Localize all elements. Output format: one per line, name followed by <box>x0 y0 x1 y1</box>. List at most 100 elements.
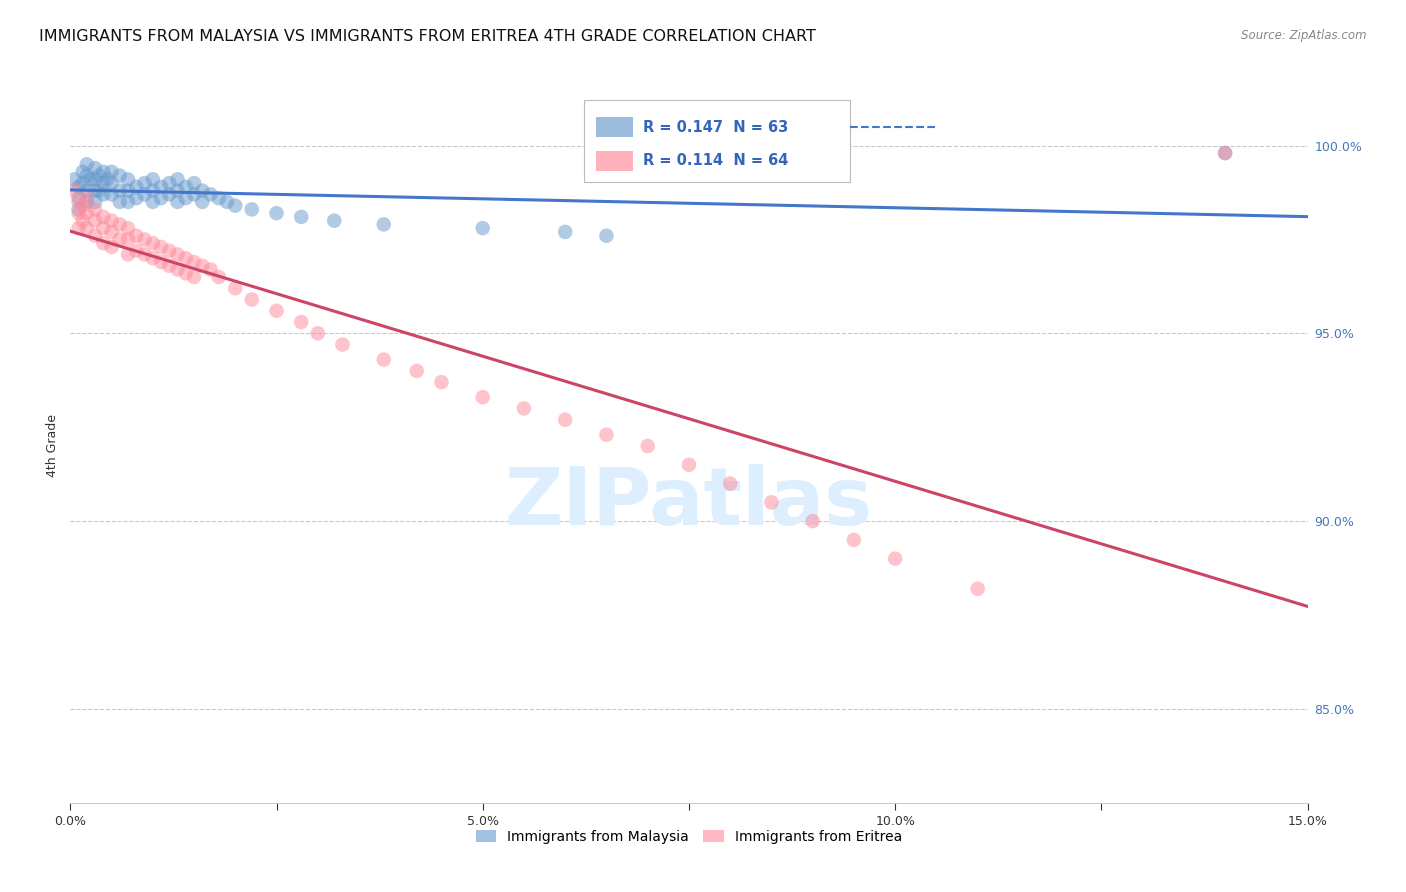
Point <box>89 169 111 183</box>
Point <box>150 191 173 205</box>
Point <box>884 551 907 566</box>
Point <box>84 172 107 186</box>
Point <box>108 184 131 198</box>
Point <box>637 439 659 453</box>
Point <box>191 259 214 273</box>
Point <box>150 179 173 194</box>
Point <box>134 176 156 190</box>
Point <box>183 270 205 285</box>
Point <box>142 194 165 209</box>
Point <box>323 213 346 227</box>
Point <box>200 262 222 277</box>
Point <box>166 172 188 186</box>
Point <box>125 191 148 205</box>
Point <box>67 221 90 235</box>
Point <box>142 172 165 186</box>
Point <box>373 352 395 367</box>
Point <box>200 187 222 202</box>
Point <box>595 228 617 243</box>
Point <box>91 210 114 224</box>
Point <box>191 184 214 198</box>
Point <box>100 165 122 179</box>
Point <box>76 221 98 235</box>
FancyBboxPatch shape <box>596 152 633 171</box>
Point <box>84 194 107 209</box>
Point <box>67 179 90 194</box>
Point <box>125 228 148 243</box>
Point <box>471 390 494 404</box>
Point <box>290 210 312 224</box>
Point <box>76 169 98 183</box>
Text: ZIPatlas: ZIPatlas <box>505 464 873 542</box>
Point <box>157 244 180 258</box>
Text: Source: ZipAtlas.com: Source: ZipAtlas.com <box>1241 29 1367 43</box>
Point <box>117 172 139 186</box>
Point <box>183 187 205 202</box>
Point <box>166 262 188 277</box>
Point <box>174 191 197 205</box>
Point <box>76 184 98 198</box>
Point <box>266 303 288 318</box>
Point <box>332 337 354 351</box>
Point <box>191 194 214 209</box>
Point <box>91 236 114 251</box>
Point <box>430 375 453 389</box>
Point <box>108 169 131 183</box>
Point <box>266 206 288 220</box>
Point <box>91 187 114 202</box>
Point <box>117 247 139 261</box>
Point <box>117 194 139 209</box>
Point <box>373 218 395 232</box>
Point <box>554 413 576 427</box>
Point <box>63 184 86 198</box>
Point <box>100 187 122 202</box>
Point <box>224 199 246 213</box>
Point <box>595 427 617 442</box>
Point <box>166 194 188 209</box>
Point <box>67 202 90 217</box>
Point <box>125 179 148 194</box>
Point <box>290 315 312 329</box>
Point <box>134 187 156 202</box>
Point <box>215 194 238 209</box>
Point <box>125 244 148 258</box>
Point <box>134 247 156 261</box>
Point <box>76 206 98 220</box>
Point <box>307 326 329 341</box>
Point <box>761 495 783 509</box>
Point <box>84 202 107 217</box>
Legend: Immigrants from Malaysia, Immigrants from Eritrea: Immigrants from Malaysia, Immigrants fro… <box>470 824 908 849</box>
Point <box>966 582 988 596</box>
Y-axis label: 4th Grade: 4th Grade <box>46 415 59 477</box>
Point <box>76 194 98 209</box>
Point <box>842 533 865 547</box>
Point <box>91 165 114 179</box>
Point <box>157 187 180 202</box>
Point <box>91 221 114 235</box>
Point <box>157 259 180 273</box>
Point <box>678 458 700 472</box>
Point <box>240 293 263 307</box>
Point <box>166 184 188 198</box>
Point <box>100 176 122 190</box>
Point <box>76 191 98 205</box>
Point <box>96 172 118 186</box>
Point <box>157 176 180 190</box>
Point <box>63 172 86 186</box>
Point <box>84 161 107 175</box>
Point <box>108 194 131 209</box>
Text: R = 0.114  N = 64: R = 0.114 N = 64 <box>643 153 789 168</box>
Text: IMMIGRANTS FROM MALAYSIA VS IMMIGRANTS FROM ERITREA 4TH GRADE CORRELATION CHART: IMMIGRANTS FROM MALAYSIA VS IMMIGRANTS F… <box>39 29 817 45</box>
Point <box>100 225 122 239</box>
Point <box>183 255 205 269</box>
FancyBboxPatch shape <box>596 117 633 137</box>
Point <box>67 194 90 209</box>
Point <box>174 251 197 265</box>
Text: R = 0.147  N = 63: R = 0.147 N = 63 <box>643 120 789 135</box>
Point <box>84 184 107 198</box>
Point <box>134 232 156 246</box>
Point <box>100 240 122 254</box>
Point <box>471 221 494 235</box>
Point <box>117 232 139 246</box>
Point <box>554 225 576 239</box>
